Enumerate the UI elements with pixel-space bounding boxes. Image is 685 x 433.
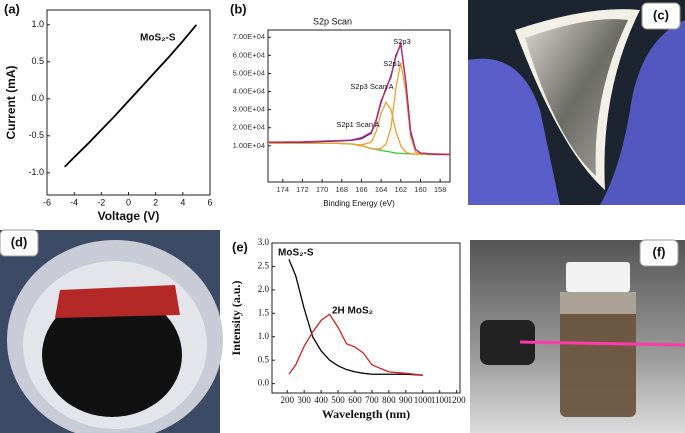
x-tick-label: 2	[153, 197, 158, 207]
y-tick-label: 0.5	[258, 354, 270, 364]
x-tick-label: 0	[126, 197, 131, 207]
data-line	[268, 62, 451, 156]
x-tick-label: 800	[382, 395, 396, 405]
x-tick-label: 4	[180, 197, 185, 207]
panel-label: (b)	[230, 1, 247, 16]
data-line	[288, 313, 423, 376]
x-axis-label: Wavelength (nm)	[322, 407, 410, 421]
y-tick-label: 1.00E+04	[233, 141, 265, 150]
x-axis-label: Voltage (V)	[98, 209, 160, 223]
y-tick-label: 2.00E+04	[233, 123, 265, 132]
data-line	[288, 259, 423, 376]
y-tick-label: 0.5	[31, 56, 44, 66]
y-tick-label: 6.00E+04	[233, 50, 265, 59]
panel-label: (d)	[11, 234, 28, 249]
plot-frame	[267, 29, 451, 183]
x-tick-label: 172	[296, 185, 309, 194]
x-tick-label: 170	[316, 185, 329, 194]
panel-label: (c)	[653, 7, 669, 22]
x-tick-label: 700	[365, 395, 379, 405]
annotation: S2p1 Scan A	[336, 120, 379, 129]
x-axis-label: Binding Energy (eV)	[323, 199, 395, 208]
panel-label: (f)	[653, 244, 666, 259]
y-tick-label: -0.5	[28, 130, 44, 140]
y-tick-label: 4.00E+04	[233, 87, 265, 96]
y-tick-label: 2.5	[258, 261, 270, 271]
x-tick-label: 1100	[431, 395, 449, 405]
photo-c: (c)	[468, 0, 685, 206]
annotation: S2p3 Scan A	[350, 82, 393, 91]
x-tick-label: 166	[355, 185, 368, 194]
x-tick-label: 200	[280, 395, 294, 405]
y-axis-label: Intensity (a.u.)	[229, 280, 243, 355]
y-tick-label: 1.0	[31, 19, 44, 29]
x-tick-label: 160	[414, 185, 427, 194]
data-line	[267, 42, 451, 155]
x-tick-label: -2	[97, 197, 105, 207]
panel-label: (a)	[4, 1, 20, 16]
y-tick-label: 0.0	[31, 93, 44, 103]
y-tick-label: 1.0	[258, 331, 270, 341]
x-tick-label: 164	[375, 185, 388, 194]
y-tick-label: 7.00E+04	[233, 32, 265, 41]
y-axis-label: Current (mA)	[4, 65, 18, 139]
y-tick-label: 0.0	[258, 378, 270, 388]
y-tick-label: 1.5	[258, 307, 270, 317]
x-tick-label: 500	[331, 395, 345, 405]
series-label: 2H MoS₂	[332, 306, 373, 317]
x-tick-label: 162	[395, 185, 408, 194]
x-tick-label: 400	[314, 395, 328, 405]
annotation: MoS₂-S	[140, 33, 176, 44]
series-label: MoS₂-S	[278, 248, 314, 259]
annotation: S2p3	[393, 37, 411, 46]
x-tick-label: 1200	[448, 395, 467, 405]
y-tick-label: 2.0	[258, 284, 270, 294]
x-tick-label: 174	[276, 185, 289, 194]
x-tick-label: 300	[297, 395, 311, 405]
x-tick-label: 900	[399, 395, 413, 405]
annotation: S2p1	[383, 59, 401, 68]
data-line	[64, 24, 198, 168]
photo-f: (f)	[470, 239, 685, 433]
data-line	[268, 101, 451, 156]
y-tick-label: 3.00E+04	[233, 105, 265, 114]
y-tick-label: 3.0	[258, 237, 270, 247]
y-tick-label: 5.00E+04	[233, 68, 265, 77]
x-tick-label: -4	[70, 197, 78, 207]
x-tick-label: 158	[434, 185, 447, 194]
x-tick-label: -6	[43, 197, 51, 207]
plot-frame	[271, 242, 461, 394]
chart-title: S2p Scan	[313, 16, 352, 26]
x-tick-label: 1000	[414, 395, 433, 405]
photo-d: (d)	[0, 229, 223, 433]
x-tick-label: 600	[348, 395, 362, 405]
y-tick-label: -1.0	[28, 167, 44, 177]
panel-label: (e)	[232, 239, 248, 254]
x-tick-label: 6	[207, 197, 212, 207]
x-tick-label: 168	[336, 185, 349, 194]
